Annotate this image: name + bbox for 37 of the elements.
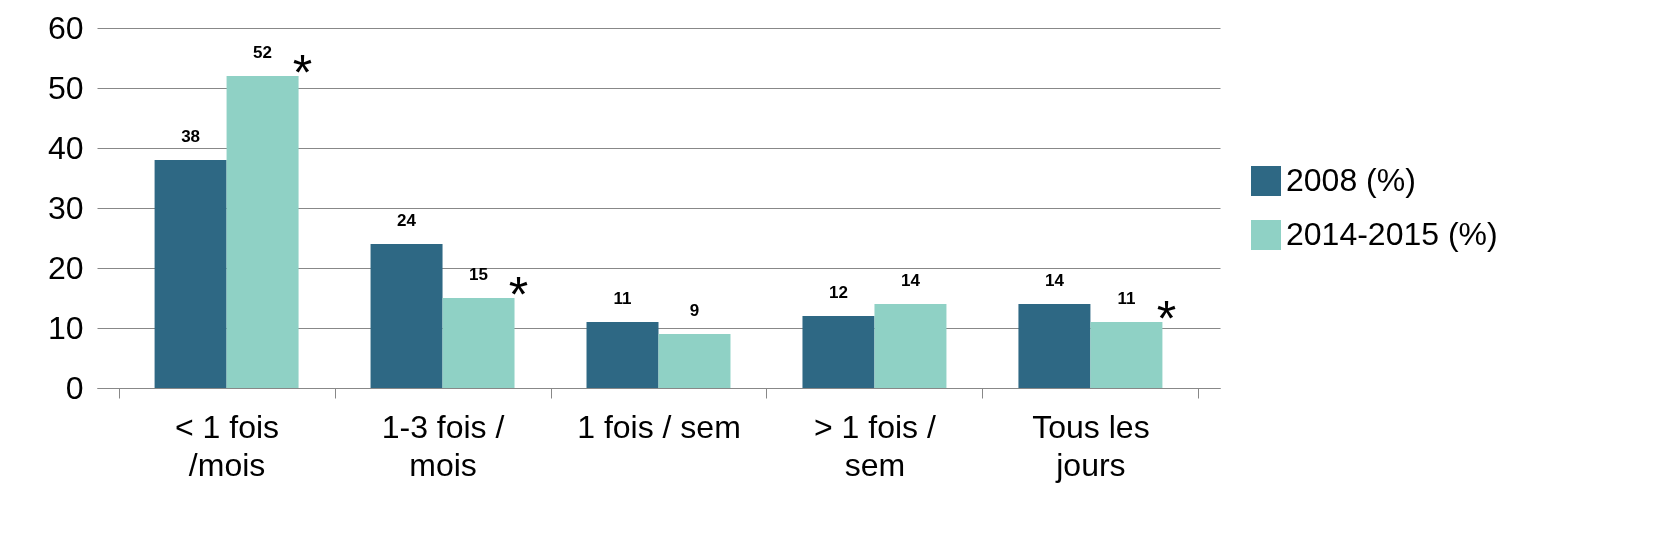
y-tick-label: 60 — [47, 9, 84, 46]
bar — [874, 304, 947, 388]
data-label: 14 — [1044, 271, 1065, 290]
data-label: 52 — [253, 43, 273, 62]
data-label: 12 — [829, 283, 848, 302]
annotation: * — [508, 267, 529, 323]
bar — [658, 334, 731, 388]
x-tick-label: 1 fois / sem — [577, 408, 741, 445]
bar — [370, 244, 443, 388]
y-tick-label: 10 — [47, 309, 84, 346]
x-tick-label: > 1 fois / sem — [814, 408, 936, 483]
y-tick-label: 40 — [47, 129, 84, 166]
y-tick-label: 50 — [47, 69, 84, 106]
x-tick-label: Tous les jours — [1032, 408, 1150, 483]
bar — [442, 298, 515, 388]
y-tick-label: 20 — [47, 249, 84, 286]
annotation: * — [292, 45, 313, 101]
bar — [1018, 304, 1091, 388]
legend-label: 2014-2015 (%) — [1286, 216, 1498, 252]
data-label: 11 — [1117, 289, 1136, 308]
data-label: 11 — [613, 289, 632, 308]
y-tick-label: 0 — [65, 369, 84, 406]
data-label: 14 — [900, 271, 921, 290]
data-label: 24 — [397, 211, 417, 230]
y-tick-label: 30 — [47, 189, 84, 226]
bar — [154, 160, 227, 388]
bar — [802, 316, 875, 388]
data-label: 38 — [181, 127, 201, 146]
data-label: 9 — [689, 301, 700, 320]
annotation: * — [1156, 291, 1177, 347]
x-tick-label: 1-3 fois / mois — [381, 408, 505, 483]
x-tick-label: < 1 fois /mois — [175, 408, 280, 483]
bar — [226, 76, 299, 388]
data-label: 15 — [469, 265, 488, 284]
bar — [586, 322, 659, 388]
bar — [1090, 322, 1163, 388]
legend-label: 2008 (%) — [1286, 162, 1416, 198]
